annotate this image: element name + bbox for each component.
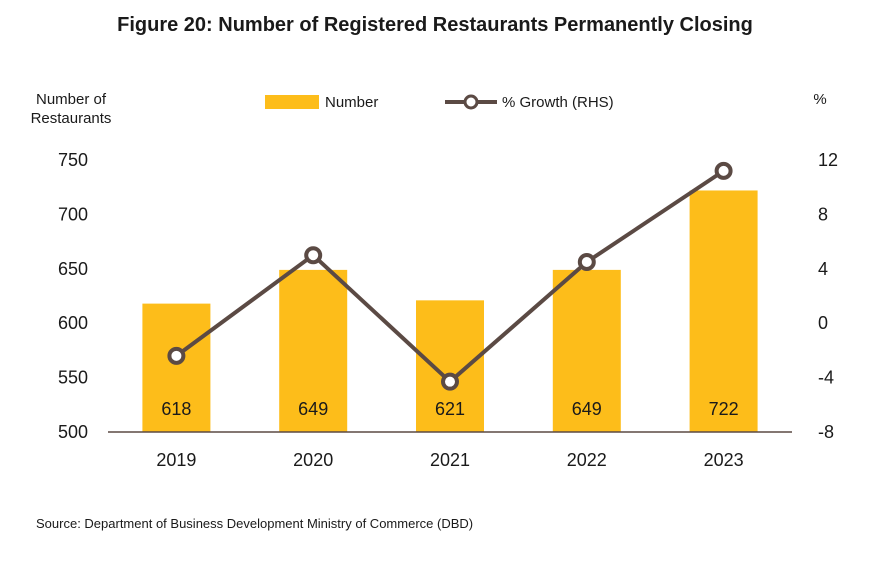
left-tick-label: 500 [58, 422, 88, 442]
bar-2019 [142, 303, 211, 432]
growth-point-2023 [714, 161, 733, 180]
bar-data-label: 618 [161, 399, 191, 419]
bar-data-label: 649 [572, 399, 602, 419]
legend-label-growth: % Growth (RHS) [502, 94, 614, 111]
bar-data-label: 621 [435, 399, 465, 419]
legend-marker-growth [463, 94, 479, 110]
right-tick-label: 8 [818, 204, 828, 224]
left-axis-label: Restaurants [31, 110, 112, 127]
growth-point-2022 [577, 253, 596, 271]
x-tick-label: 2021 [430, 450, 470, 470]
growth-point-2021 [441, 372, 459, 391]
bar-data-label: 649 [298, 399, 328, 419]
left-tick-label: 750 [58, 150, 88, 170]
bar-2023 [689, 190, 758, 432]
legend-swatch-number [265, 95, 319, 109]
left-tick-label: 550 [58, 368, 88, 388]
right-tick-label: -4 [818, 368, 834, 388]
x-tick-label: 2022 [567, 450, 607, 470]
left-tick-label: 700 [58, 204, 88, 224]
x-tick-label: 2020 [293, 450, 333, 470]
bar-2022 [552, 269, 621, 432]
bar-data-label: 722 [709, 399, 739, 419]
source-note: Source: Department of Business Developme… [36, 516, 474, 531]
right-tick-label: -8 [818, 422, 834, 442]
growth-point-2020 [304, 246, 323, 265]
left-tick-label: 650 [58, 259, 88, 279]
x-tick-label: 2023 [704, 450, 744, 470]
right-axis-label: % [813, 91, 826, 108]
bar-2021 [416, 300, 484, 432]
left-axis-label: Number of [36, 91, 107, 108]
x-tick-label: 2019 [156, 450, 196, 470]
right-tick-label: 12 [818, 150, 838, 170]
right-tick-label: 0 [818, 313, 828, 333]
left-tick-label: 600 [58, 313, 88, 333]
legend-label-number: Number [325, 94, 378, 111]
bar-2020 [279, 269, 348, 432]
right-tick-label: 4 [818, 259, 828, 279]
growth-point-2019 [167, 346, 186, 365]
chart-title: Figure 20: Number of Registered Restaura… [117, 14, 753, 36]
